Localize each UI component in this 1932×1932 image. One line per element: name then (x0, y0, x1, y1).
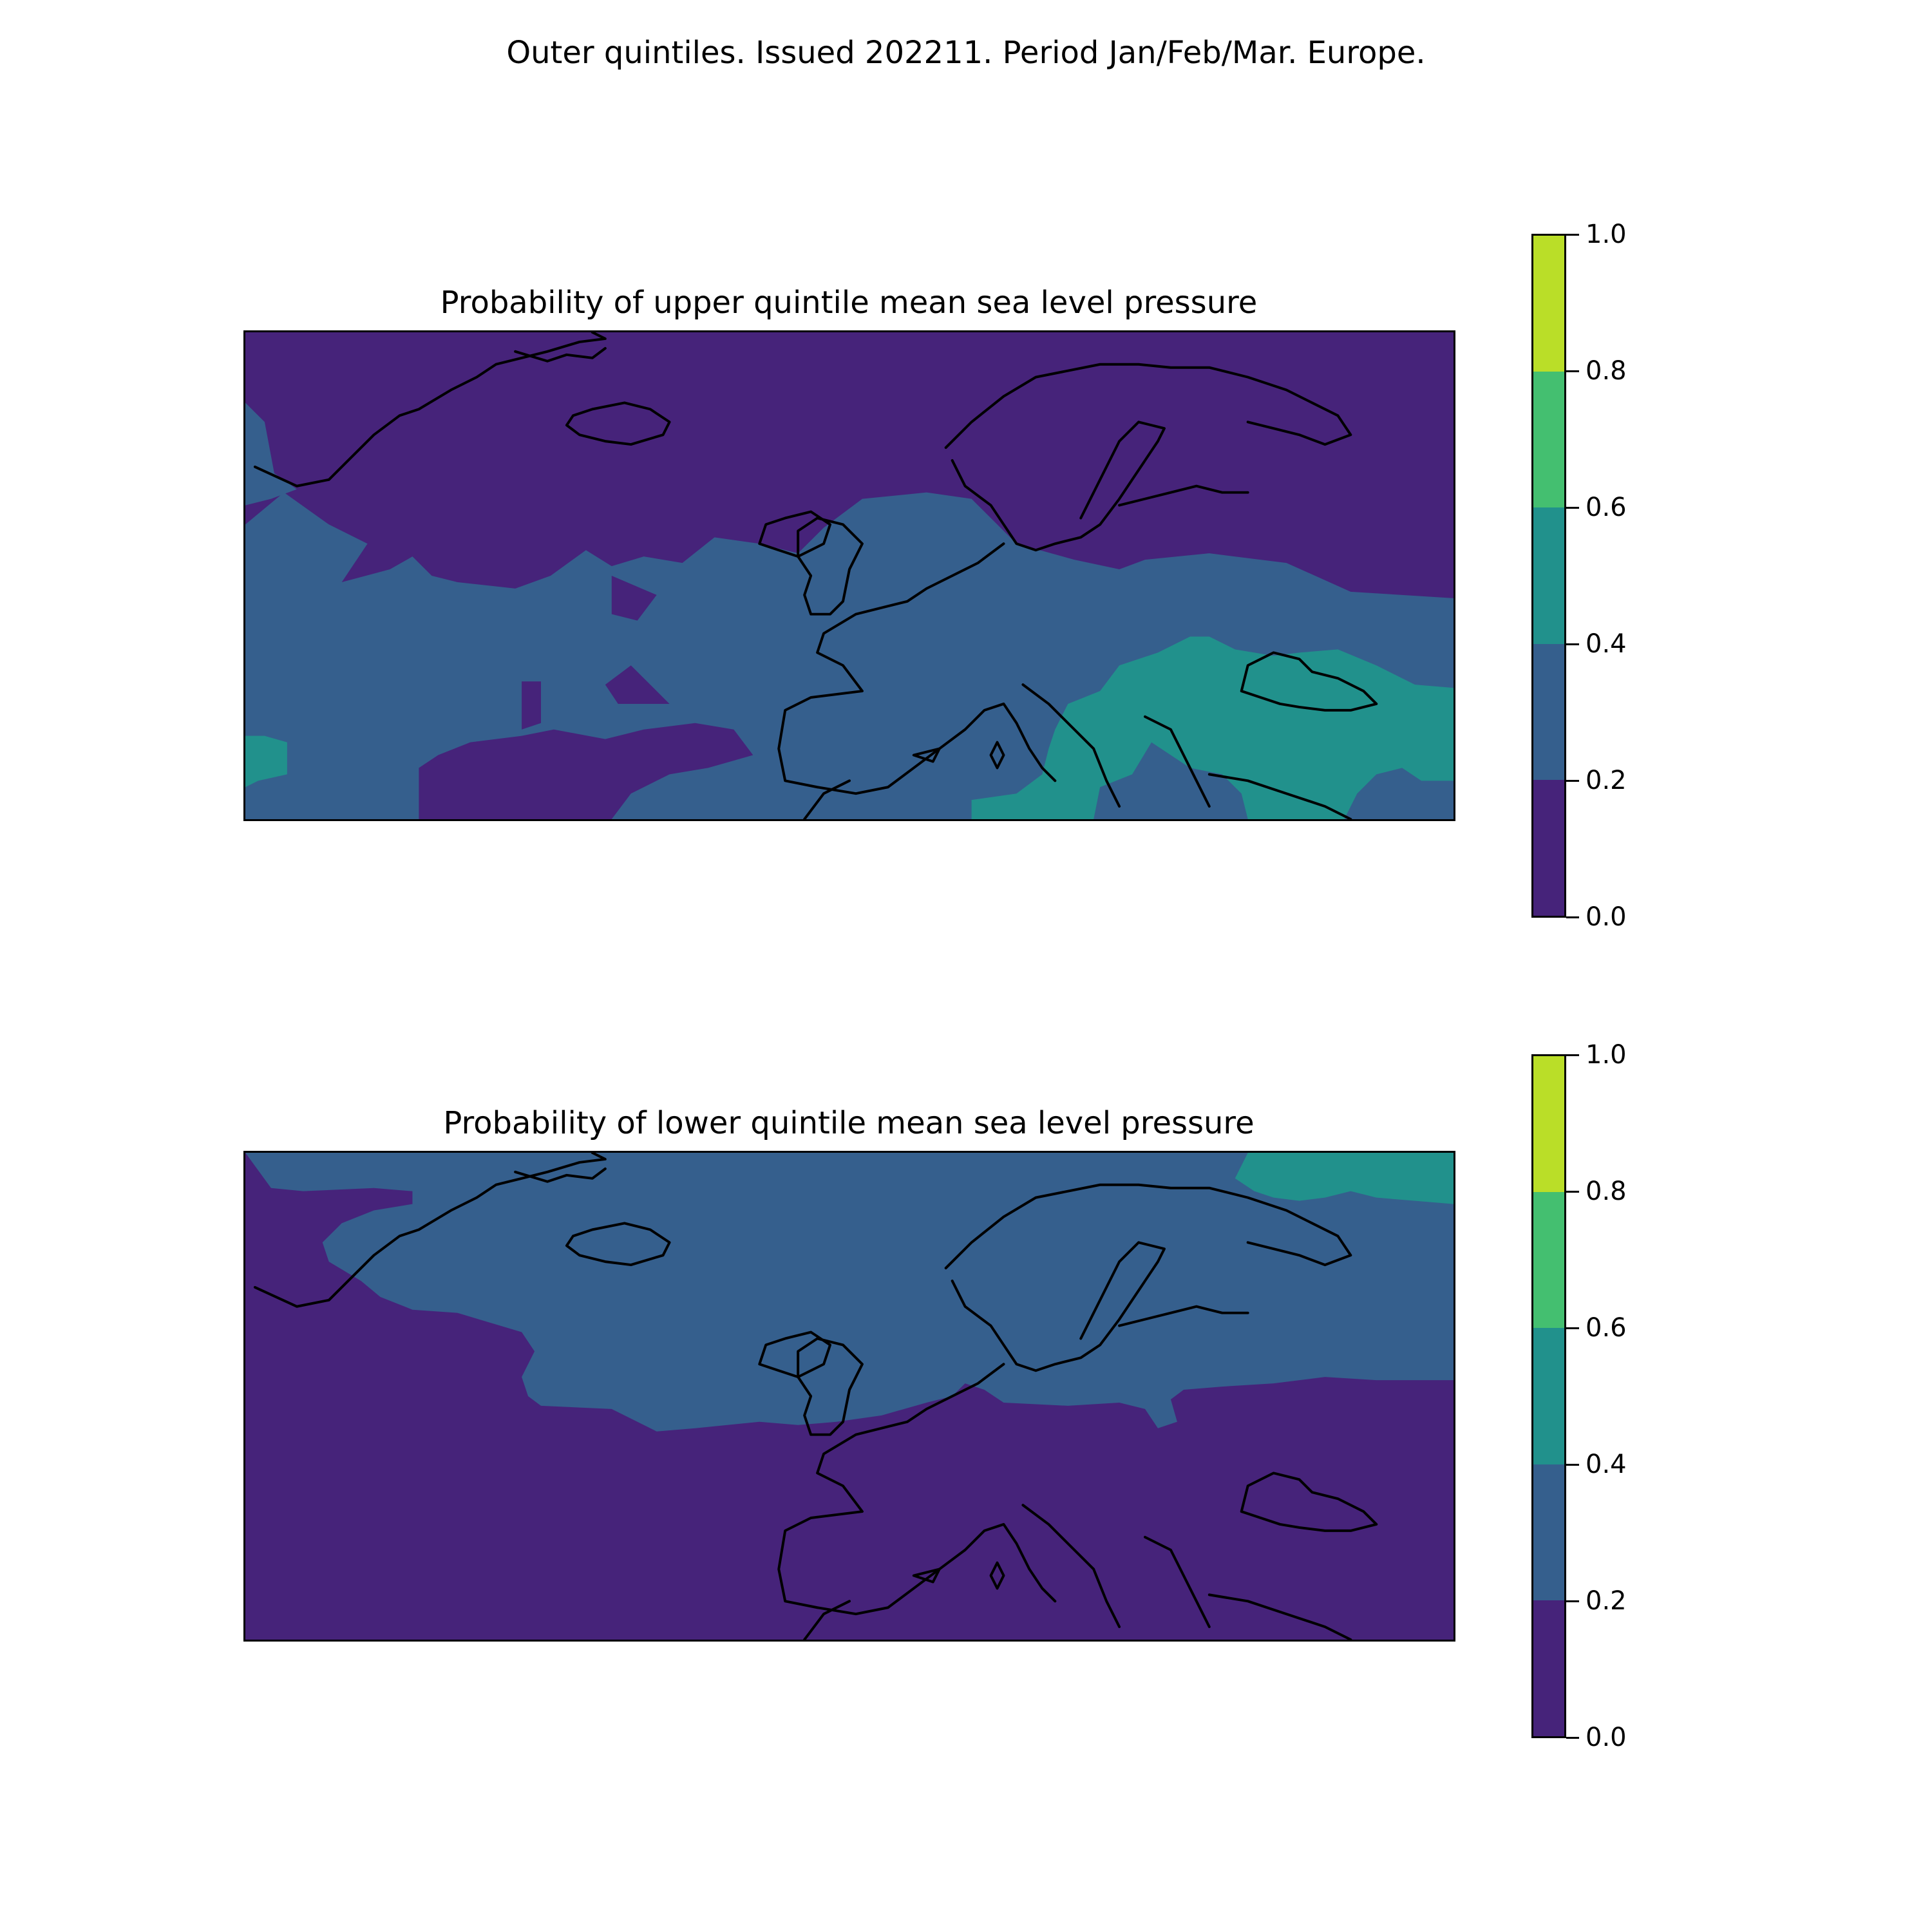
lower-colorbar (1531, 1054, 1566, 1738)
upper-quintile-map (243, 330, 1455, 821)
upper-region-0.4-0.6-west (245, 735, 287, 788)
upper-colorbar-band-0.2-0.4 (1533, 643, 1564, 780)
lower-colorbar-band-0.2-0.4 (1533, 1464, 1564, 1600)
lower-region-0.2-0.4 (245, 1153, 1454, 1432)
figure-title: Outer quintiles. Issued 202211. Period J… (506, 35, 1426, 71)
upper-colorbar-band-0.8-1.0 (1533, 236, 1564, 372)
lower-colorbar-tick-label: 0.4 (1586, 1450, 1627, 1479)
lower-coastlines (253, 1153, 1378, 1640)
upper-colorbar-tick-label: 0.8 (1586, 356, 1627, 386)
lower-colorbar-tick-label: 0.8 (1586, 1177, 1627, 1206)
lower-colorbar-tick-label: 0.2 (1586, 1586, 1627, 1616)
upper-colorbar-tick-label: 0.2 (1586, 766, 1627, 795)
upper-colorbar-band-0.4-0.6 (1533, 507, 1564, 644)
lower-colorbar-band-0.4-0.6 (1533, 1328, 1564, 1464)
upper-colorbar-tick-label: 0.0 (1586, 902, 1627, 932)
lower-quintile-map (243, 1151, 1455, 1642)
lower-colorbar-band-0.6-0.8 (1533, 1192, 1564, 1329)
upper-panel-title: Probability of upper quintile mean sea l… (440, 285, 1258, 321)
upper-colorbar-tick-label: 1.0 (1586, 220, 1627, 249)
lower-colorbar-band-0.0-0.2 (1533, 1600, 1564, 1736)
lower-colorbar-tick-label: 0.0 (1586, 1723, 1627, 1752)
upper-colorbar-tick-label: 0.6 (1586, 493, 1627, 522)
upper-coastlines (253, 332, 1378, 819)
upper-colorbar-tick-label: 0.4 (1586, 629, 1627, 659)
lower-map-svg (245, 1153, 1454, 1640)
upper-colorbar (1531, 234, 1566, 918)
lower-colorbar-tick-label: 0.6 (1586, 1313, 1627, 1343)
upper-region-0.4-0.6-southeast (971, 636, 1454, 819)
upper-colorbar-band-0.6-0.8 (1533, 372, 1564, 508)
lower-region-0.4-0.6-northeast (1235, 1153, 1454, 1204)
lower-colorbar-band-0.8-1.0 (1533, 1056, 1564, 1193)
lower-panel-title: Probability of lower quintile mean sea l… (443, 1105, 1255, 1141)
upper-map-svg (245, 332, 1454, 819)
lower-colorbar-tick-label: 1.0 (1586, 1040, 1627, 1070)
upper-colorbar-band-0.0-0.2 (1533, 779, 1564, 916)
upper-region-below-0.2-atlantic (419, 576, 753, 819)
